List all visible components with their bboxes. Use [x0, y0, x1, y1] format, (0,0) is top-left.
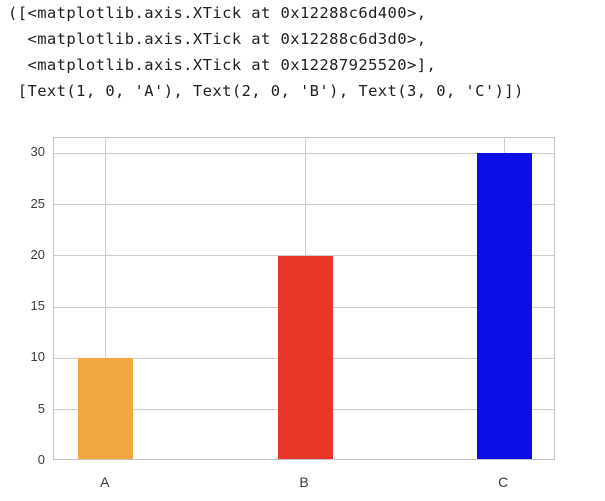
- x-tick-label-B: B: [299, 474, 309, 490]
- y-tick-label-20: 20: [30, 246, 45, 262]
- y-tick-label-0: 0: [37, 452, 45, 467]
- gridline-y-30: [54, 152, 554, 154]
- bar-C: [476, 153, 532, 459]
- gridline-y-25: [54, 204, 554, 206]
- x-tick-label-A: A: [100, 474, 110, 490]
- y-tick-label-25: 25: [30, 195, 45, 211]
- bar-A: [78, 358, 134, 459]
- y-tick-label-30: 30: [30, 144, 45, 160]
- gridline-x-A: [105, 138, 107, 459]
- y-tick-label-15: 15: [30, 298, 45, 314]
- bar-B: [277, 255, 333, 459]
- x-tick-label-C: C: [498, 474, 509, 490]
- y-tick-label-5: 5: [37, 400, 45, 416]
- xticks-repr-text-output: ([<matplotlib.axis.XTick at 0x12288c6d40…: [8, 4, 524, 100]
- y-tick-label-10: 10: [30, 349, 45, 365]
- plot-area: [53, 137, 555, 460]
